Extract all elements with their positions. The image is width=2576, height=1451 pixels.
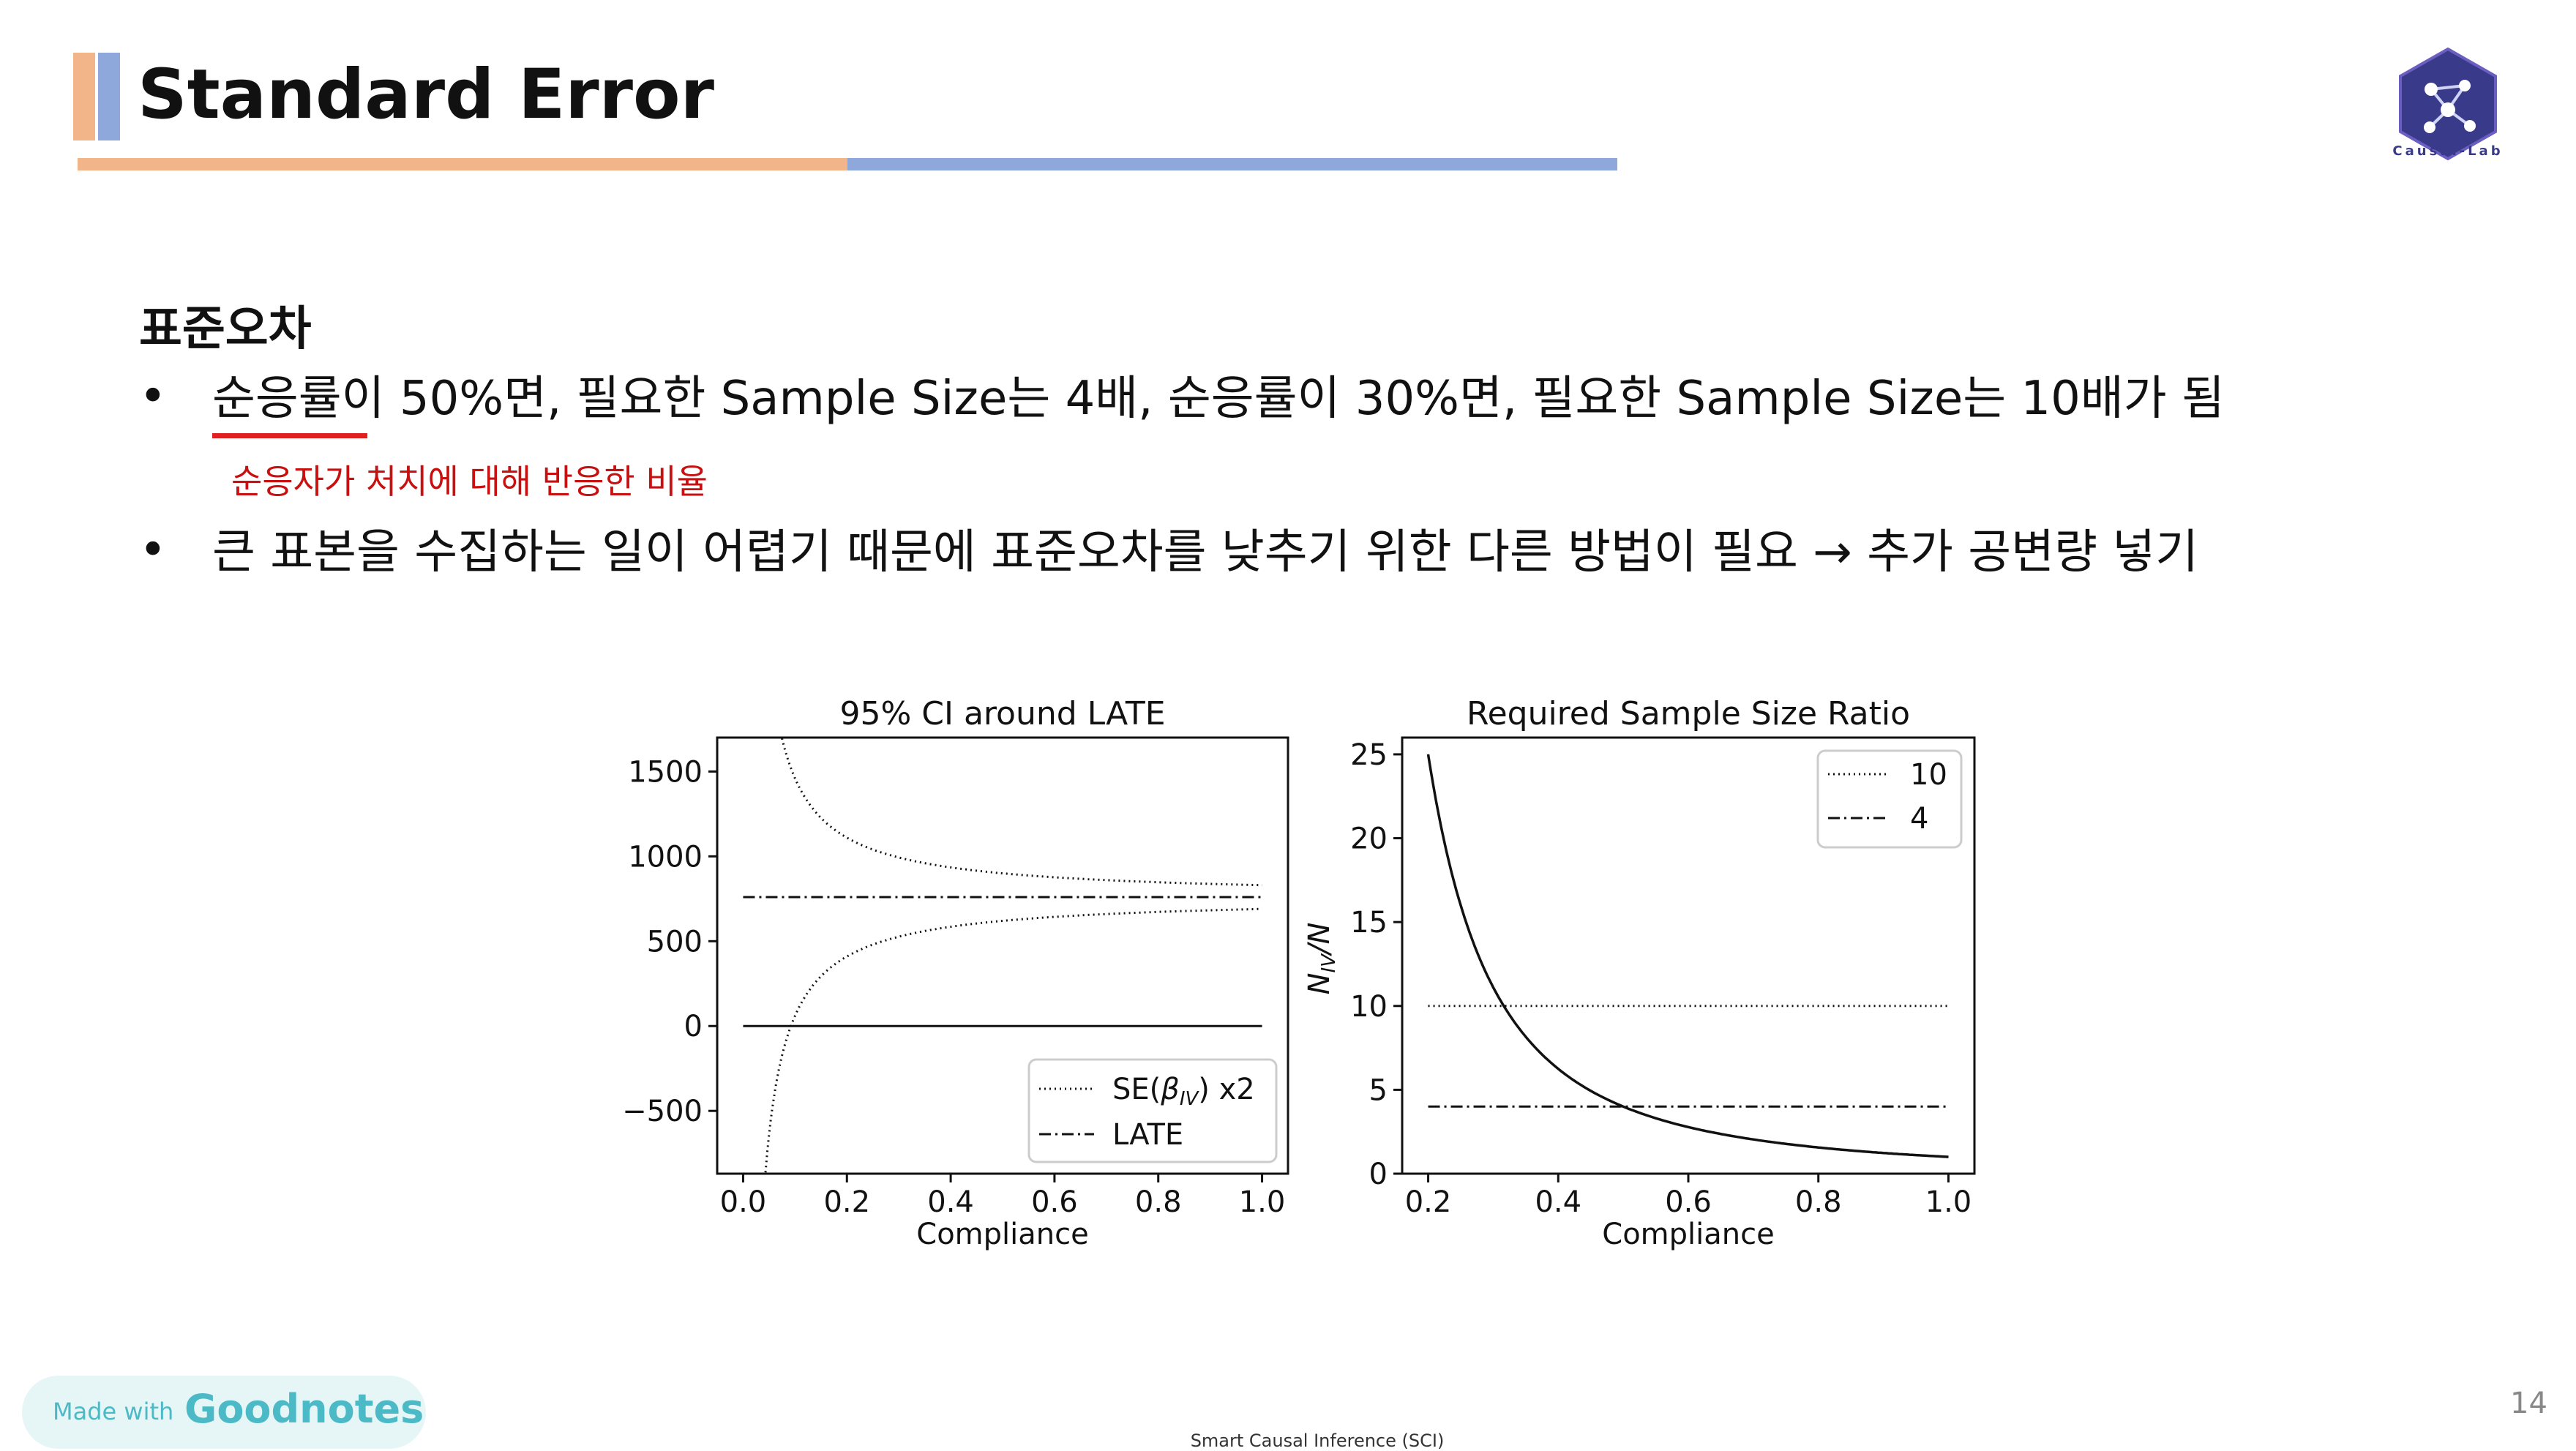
chart2-ytick-label: 10 [1350,990,1388,1024]
title-underline-blue [847,158,1617,170]
chart1-xlabel: Compliance [916,1218,1088,1251]
causal-lab-logo-icon [2399,47,2497,161]
chart2-legend-4: 4 [1910,802,1928,836]
chart1-title: 95% CI around LATE [839,695,1165,732]
chart1-ytick-label: 0 [684,1010,703,1043]
chart2-ylabel: NIV/N [1303,923,1340,995]
chart1-legend-late: LATE [1112,1118,1183,1152]
chart1-xtick-label: 0.2 [823,1185,870,1219]
chart1-xtick-label: 0.4 [927,1185,974,1219]
chart1-ytick-label: −500 [622,1095,703,1128]
annotation-underline [212,433,367,438]
chart1-ytick-label: 1500 [628,755,703,789]
title-underline-orange [78,158,847,170]
chart2-ratio-curve [1426,754,1949,1158]
figure-charts: 95% CI around LATE 1500 1000 500 0 −500 0.0 0… [622,695,1976,1251]
title-accent-blue [98,53,120,140]
chart1-xtick-label: 0.6 [1031,1185,1078,1219]
bullet-marker: • [139,523,167,577]
chart2-ytick-label: 15 [1350,906,1388,940]
chart1-xtick-label: 0.8 [1135,1185,1182,1219]
chart1-ytick-label: 1000 [628,840,703,874]
page-number: 14 [2510,1387,2547,1420]
chart2-ytick-label: 25 [1350,738,1388,772]
chart1-xtick-label: 1.0 [1239,1185,1286,1219]
logo-text: Causal-Lab [2392,143,2504,159]
slide-title: Standard Error [138,55,714,135]
bullet-2: 큰 표본을 수집하는 일이 어렵기 때문에 표준오차를 낮추기 위한 다른 방법… [212,525,2198,580]
chart1-legend-se: SE(βIV) x2 [1112,1073,1255,1110]
bullet-1: 순응률이 50%면, 필요한 Sample Size는 4배, 순응률이 30%… [212,372,2225,426]
chart2-ytick-label: 0 [1369,1158,1388,1191]
title-accent-orange [73,53,95,140]
chart2-ytick-label: 20 [1350,822,1388,856]
chart1-xtick-label: 0.0 [720,1185,767,1219]
chart2-xtick-label: 0.4 [1535,1185,1581,1219]
chart1-ytick-label: 500 [647,925,703,959]
chart2-xtick-label: 1.0 [1925,1185,1972,1219]
chart2-xtick-label: 0.8 [1795,1185,1842,1219]
chart2-xlabel: Compliance [1602,1218,1774,1251]
footer-text: Smart Causal Inference (SCI) [1190,1431,1445,1451]
bullet-marker: • [139,370,167,424]
goodnotes-brand: Goodnotes [184,1386,424,1432]
handwritten-note: 순응자가 처치에 대해 반응한 비율 [231,462,708,501]
chart1-frame [716,736,1289,1175]
chart2-legend: 10 4 [1816,749,1963,849]
chart2-title: Required Sample Size Ratio [1467,695,1910,732]
goodnotes-made-with: Made with [53,1398,174,1425]
chart2-xtick-label: 0.2 [1405,1185,1452,1219]
chart2-xtick-label: 0.6 [1665,1185,1712,1219]
chart2-legend-10: 10 [1910,758,1947,792]
section-heading: 표준오차 [139,302,312,356]
chart2-ytick-label: 5 [1369,1073,1388,1107]
chart1-se-upper-line [781,738,1262,887]
chart1-legend: SE(βIV) x2 LATE [1027,1058,1278,1163]
goodnotes-badge: Made with Goodnotes [22,1376,426,1449]
